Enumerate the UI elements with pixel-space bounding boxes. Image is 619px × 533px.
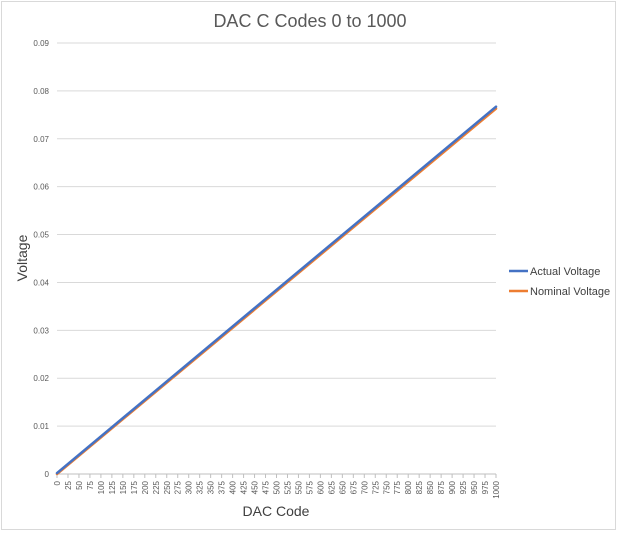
y-axis-ticks: 0 0.01 0.02 0.03 0.04 0.05 0.06 0.07 0.08 0.09 [33, 39, 49, 479]
y-axis-title: Voltage [14, 234, 30, 281]
x-tick-label-34: 850 [426, 480, 435, 494]
y-tick-label-2: 0.02 [33, 374, 49, 383]
x-tick-label-39: 975 [481, 480, 490, 494]
y-tick-label-6: 0.06 [33, 183, 49, 192]
x-tick-label-21: 525 [283, 480, 292, 494]
y-tick-label-5: 0.05 [33, 231, 49, 240]
x-axis-title: DAC Code [243, 503, 310, 519]
x-tick-label-26: 650 [338, 480, 347, 494]
x-tick-label-4: 100 [97, 480, 106, 494]
x-tick-label-14: 350 [207, 480, 216, 494]
x-tick-label-8: 200 [141, 480, 150, 494]
x-tick-label-2: 50 [75, 480, 84, 489]
x-tick-label-3: 75 [86, 480, 95, 489]
x-tick-label-0: 0 [53, 480, 62, 485]
x-tick-label-17: 425 [240, 480, 249, 494]
y-tick-label-9: 0.09 [33, 39, 49, 48]
x-tick-label-15: 375 [218, 480, 227, 494]
x-tick-label-12: 300 [185, 480, 194, 494]
x-tick-label-38: 950 [470, 480, 479, 494]
legend-label-1: Nominal Voltage [530, 286, 610, 298]
x-tick-label-35: 875 [437, 480, 446, 494]
y-tick-label-0: 0 [45, 470, 50, 479]
x-tick-label-1: 25 [64, 480, 73, 489]
y-tick-label-4: 0.04 [33, 278, 49, 287]
x-tick-label-7: 175 [130, 480, 139, 494]
x-tick-label-33: 825 [415, 480, 424, 494]
series-line-0 [55, 105, 498, 475]
x-tick-label-32: 800 [404, 480, 413, 494]
x-tick-label-36: 900 [448, 480, 457, 494]
x-tick-label-9: 225 [152, 480, 161, 494]
x-tick-label-40: 1000 [492, 480, 501, 498]
x-tick-label-18: 450 [251, 480, 260, 494]
x-tick-label-25: 625 [327, 480, 336, 494]
x-tick-label-11: 275 [174, 480, 183, 494]
x-tick-label-5: 125 [108, 480, 117, 494]
x-tick-label-27: 675 [349, 480, 358, 494]
x-tick-label-16: 400 [229, 480, 238, 494]
x-tick-label-20: 500 [273, 480, 282, 494]
y-tick-label-3: 0.03 [33, 326, 49, 335]
legend: Actual Voltage Nominal Voltage [509, 266, 610, 298]
x-tick-label-13: 325 [196, 480, 205, 494]
y-tick-label-1: 0.01 [33, 422, 49, 431]
x-tick-label-29: 725 [371, 480, 380, 494]
x-tick-label-10: 250 [163, 480, 172, 494]
x-tick-label-6: 150 [119, 480, 128, 494]
x-tick-label-24: 600 [316, 480, 325, 494]
x-tick-label-28: 700 [360, 480, 369, 494]
chart-title: DAC C Codes 0 to 1000 [213, 11, 406, 31]
x-tick-label-22: 550 [294, 480, 303, 494]
x-tick-label-37: 925 [459, 480, 468, 494]
legend-label-0: Actual Voltage [530, 266, 600, 278]
x-tick-label-23: 575 [305, 480, 314, 494]
x-tick-label-30: 750 [382, 480, 391, 494]
gridlines [57, 42, 496, 475]
x-tick-label-19: 475 [262, 480, 271, 494]
y-tick-label-7: 0.07 [33, 135, 49, 144]
series-lines [55, 105, 498, 476]
x-tick-label-31: 775 [393, 480, 402, 494]
y-tick-label-8: 0.08 [33, 87, 49, 96]
x-axis-ticks: 0 25 50 75 100 125 150 175 200 225 250 275 300 325 350… [53, 474, 501, 499]
